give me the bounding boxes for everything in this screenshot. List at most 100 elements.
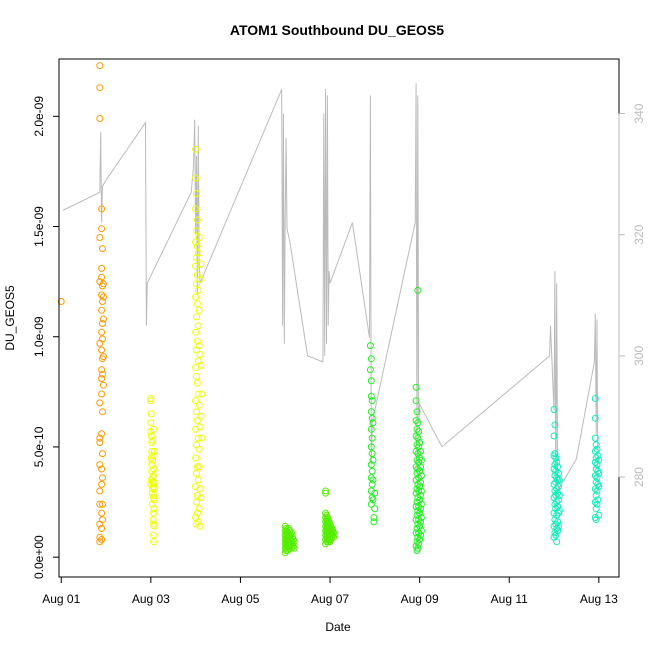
data-point [149, 436, 157, 444]
data-point [417, 505, 424, 513]
data-point [150, 531, 157, 539]
data-point [369, 419, 377, 427]
data-point [98, 465, 106, 473]
data-point [192, 174, 200, 182]
data-point [290, 544, 298, 552]
data-point [198, 434, 206, 442]
data-point [369, 456, 377, 464]
data-point [551, 450, 559, 458]
data-point [595, 456, 603, 464]
data-point [592, 505, 600, 513]
data-point [367, 425, 375, 433]
data-point [196, 423, 204, 431]
data-point [595, 511, 603, 519]
data-point [591, 395, 599, 402]
data-point [593, 474, 601, 482]
data-point [330, 533, 338, 541]
data-point [370, 518, 378, 526]
data-point [414, 544, 422, 552]
data-point [417, 518, 424, 526]
data-point [195, 234, 203, 241]
data-point [96, 538, 104, 546]
data-point [99, 335, 106, 343]
data-point [99, 500, 106, 508]
data-point [96, 487, 104, 495]
data-point [197, 260, 205, 268]
data-point [96, 84, 104, 92]
data-point [147, 476, 155, 484]
data-point [192, 454, 200, 462]
data-point [147, 432, 155, 440]
data-point [416, 467, 424, 475]
temperature-line-layer [62, 83, 599, 508]
data-point [412, 417, 420, 424]
data-point [554, 518, 562, 526]
data-point [99, 370, 106, 378]
data-point [57, 298, 65, 305]
data-point [193, 408, 200, 416]
data-point [415, 540, 423, 548]
data-point [196, 522, 204, 530]
x-tick-label: Aug 09 [401, 592, 439, 606]
data-point [99, 298, 106, 305]
data-point [595, 469, 603, 477]
data-point [96, 399, 104, 407]
data-point [367, 474, 375, 482]
data-point [98, 430, 106, 438]
data-point [555, 522, 562, 530]
data-point [192, 397, 200, 405]
data-point [98, 509, 106, 517]
data-point [288, 544, 295, 552]
data-point [150, 505, 158, 513]
data-point [193, 491, 201, 499]
data-point [98, 390, 106, 398]
data-point [593, 461, 601, 469]
data-point [417, 447, 424, 455]
data-point [192, 205, 200, 213]
data-point [417, 463, 424, 471]
data-point [99, 450, 106, 458]
data-point [147, 395, 155, 402]
data-point [98, 328, 106, 336]
data-point [150, 522, 158, 530]
data-point [555, 491, 563, 499]
data-point [552, 454, 560, 462]
data-point [553, 538, 561, 546]
data-point [417, 472, 425, 480]
data-point [193, 379, 201, 387]
data-point [96, 62, 104, 70]
data-point [368, 467, 376, 475]
data-point [150, 491, 158, 499]
data-point [550, 465, 558, 473]
data-point [96, 533, 104, 541]
data-point [550, 432, 558, 440]
data-point [193, 337, 201, 345]
y2-tick-label: 340 [632, 103, 646, 123]
data-point [193, 280, 200, 288]
data-point [194, 286, 202, 294]
data-point [553, 498, 561, 506]
data-point [417, 487, 425, 495]
data-point [147, 397, 155, 405]
data-point [196, 275, 204, 283]
data-point [195, 306, 203, 314]
data-point [417, 478, 424, 486]
data-point [150, 465, 158, 473]
data-point [416, 536, 424, 543]
data-point [415, 443, 423, 451]
data-point [197, 412, 205, 420]
data-point [369, 476, 377, 484]
data-point [593, 445, 601, 453]
data-point [555, 483, 562, 491]
data-point [366, 366, 374, 374]
data-point [415, 428, 423, 435]
x-tick-label: Aug 03 [132, 592, 170, 606]
x-axis-label: Date [325, 620, 351, 634]
data-point [148, 500, 156, 508]
y-tick-label: 2.0e-09 [32, 96, 46, 137]
data-point [96, 434, 104, 442]
data-point [322, 489, 330, 497]
data-point [99, 315, 107, 323]
data-point [414, 286, 422, 294]
